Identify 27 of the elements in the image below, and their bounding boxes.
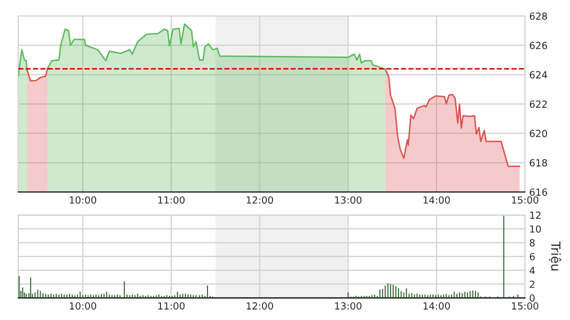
y-tick-label: 4 [530, 266, 535, 274]
y2-axis-title: Triệu [548, 241, 562, 270]
x-tick-label: 15:00 [512, 302, 538, 310]
x-tick-label: 13:00 [335, 302, 362, 310]
y-tick-label: 628 [530, 12, 548, 20]
y-tick-label: 6 [530, 252, 535, 260]
y-tick-label: 626 [530, 42, 548, 50]
y-tick-label: 620 [530, 130, 548, 138]
x-tick-label: 10:00 [70, 302, 96, 310]
x-tick-label: 15:00 [512, 196, 538, 204]
x-tick-label: 11:00 [158, 196, 185, 204]
y-tick-label: 2 [530, 280, 534, 288]
x-tick-label: 12:00 [246, 302, 274, 310]
y-tick-label: 616 [530, 188, 548, 196]
x-tick-label: 12:00 [246, 196, 274, 204]
x-tick-label: 14:00 [424, 196, 450, 204]
y-tick-label: 12 [530, 212, 541, 219]
x-tick-label: 13:00 [335, 196, 362, 204]
x-tick-label: 10:00 [70, 196, 96, 204]
x-tick-label: 11:00 [158, 302, 185, 310]
y-tick-label: 624 [530, 71, 548, 78]
y-tick-label: 8 [530, 239, 535, 246]
y-tick-label: 618 [530, 159, 548, 166]
y-tick-label: 622 [530, 100, 547, 108]
y-tick-label: 10 [530, 225, 541, 233]
y-tick-label: 0 [530, 294, 535, 302]
x-tick-label: 14:00 [424, 302, 450, 310]
